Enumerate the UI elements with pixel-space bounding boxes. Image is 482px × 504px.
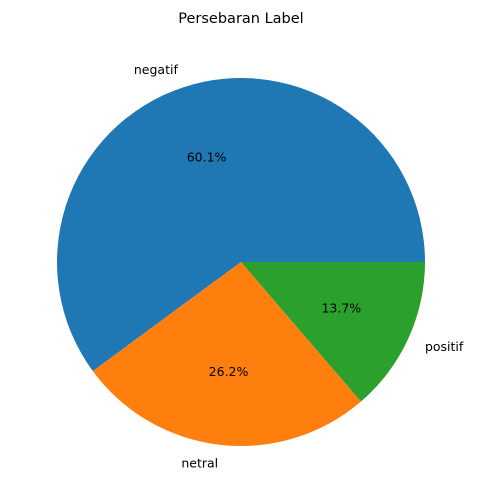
chart-title: Persebaran Label: [178, 11, 303, 27]
pie-slices: [57, 78, 426, 447]
pie-slice-netral: [92, 262, 361, 447]
pie-slice-negatif: [57, 78, 426, 372]
percent-label-netral: 26.2%: [209, 364, 249, 379]
percent-label-negatif: 60.1%: [187, 150, 227, 165]
category-label-netral: netral: [181, 456, 218, 471]
pie-labels: negatif 60.1% netral 26.2% positif 13.7%: [134, 62, 464, 470]
pie-slice-positif: [241, 262, 426, 402]
percent-label-positif: 13.7%: [321, 301, 361, 316]
category-label-positif: positif: [425, 339, 464, 354]
category-label-negatif: negatif: [134, 62, 179, 77]
